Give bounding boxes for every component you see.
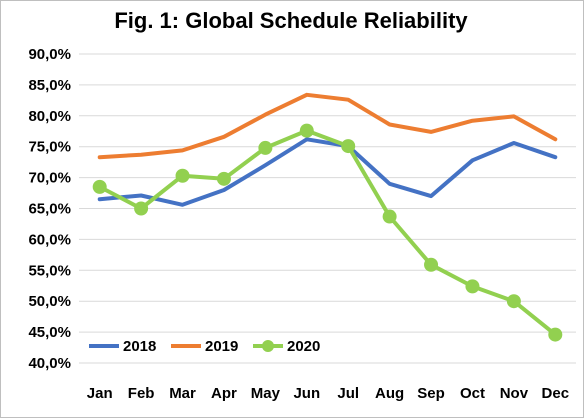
legend-item: 2019 bbox=[171, 338, 238, 355]
y-tick-label: 45,0% bbox=[28, 324, 71, 341]
y-tick-label: 65,0% bbox=[28, 201, 71, 218]
data-point bbox=[92, 179, 107, 194]
data-point bbox=[465, 279, 480, 294]
x-tick-label: Oct bbox=[460, 385, 485, 402]
legend-label: 2019 bbox=[205, 338, 238, 355]
x-tick-label: Sep bbox=[417, 385, 445, 402]
series-line bbox=[97, 137, 558, 207]
series-2019 bbox=[97, 92, 558, 160]
legend-marker bbox=[262, 340, 274, 352]
legend-label: 2020 bbox=[287, 338, 320, 355]
y-tick-label: 80,0% bbox=[28, 108, 71, 125]
y-axis-ticks: 40,0% 45,0% 50,0% 55,0% 60,0% 65,0% 70,0% 75,0%… bbox=[28, 46, 71, 372]
y-tick-label: 85,0% bbox=[28, 77, 71, 94]
x-tick-label: Nov bbox=[500, 385, 529, 402]
x-tick-label: Apr bbox=[211, 385, 237, 402]
x-tick-label: Jan bbox=[87, 385, 113, 402]
data-point bbox=[424, 257, 439, 272]
x-tick-label: Dec bbox=[542, 385, 570, 402]
data-point bbox=[382, 209, 397, 224]
legend-item: 2018 bbox=[89, 338, 156, 355]
y-tick-label: 50,0% bbox=[28, 293, 71, 310]
data-point bbox=[258, 140, 273, 155]
x-tick-label: Jun bbox=[293, 385, 320, 402]
x-tick-label: Aug bbox=[375, 385, 404, 402]
x-tick-label: Feb bbox=[128, 385, 155, 402]
x-axis-ticks: Jan Feb Mar Apr May Jun Jul Aug Sep Oct Nov Dec bbox=[87, 385, 569, 402]
x-tick-label: Jul bbox=[337, 385, 359, 402]
grid-lines bbox=[79, 53, 576, 364]
y-tick-label: 70,0% bbox=[28, 170, 71, 187]
y-tick-label: 55,0% bbox=[28, 262, 71, 279]
series-line bbox=[97, 92, 558, 160]
series-2018 bbox=[97, 137, 558, 207]
legend: 2018 2019 2020 bbox=[89, 338, 320, 355]
data-point bbox=[506, 294, 521, 309]
series-line bbox=[97, 128, 558, 337]
data-point bbox=[341, 139, 356, 154]
legend-item: 2020 bbox=[253, 338, 320, 355]
legend-label: 2018 bbox=[123, 338, 156, 355]
data-point bbox=[299, 123, 314, 138]
y-tick-label: 40,0% bbox=[28, 355, 71, 372]
data-point bbox=[134, 201, 149, 216]
series-lines bbox=[92, 92, 563, 342]
x-tick-label: May bbox=[251, 385, 281, 402]
chart-title: Fig. 1: Global Schedule Reliability bbox=[114, 8, 468, 33]
y-tick-label: 75,0% bbox=[28, 139, 71, 156]
data-point bbox=[548, 327, 563, 342]
y-tick-label: 60,0% bbox=[28, 231, 71, 248]
y-tick-label: 90,0% bbox=[28, 46, 71, 63]
series-2020 bbox=[92, 123, 563, 342]
x-tick-label: Mar bbox=[169, 385, 196, 402]
data-point bbox=[175, 168, 190, 183]
data-point bbox=[216, 171, 231, 186]
